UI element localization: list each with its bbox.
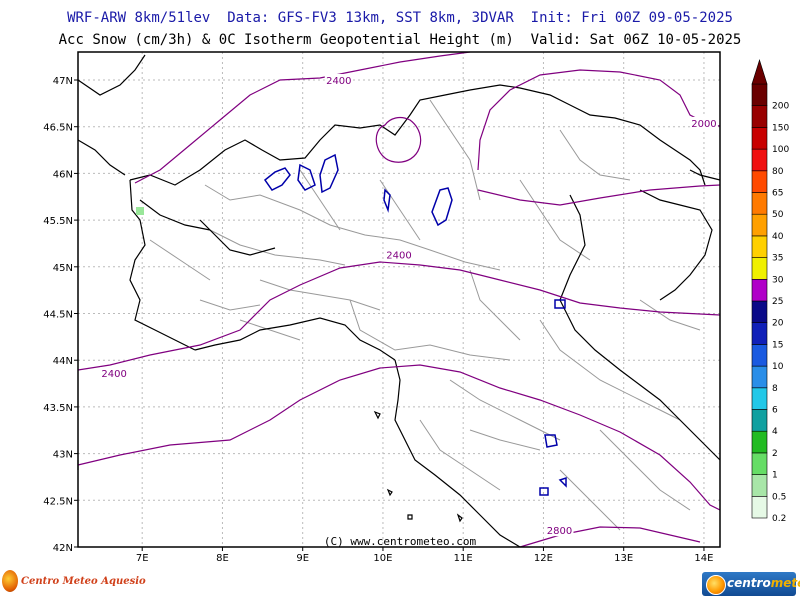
- lat-tick-label: 45N: [53, 263, 73, 274]
- colorbar-label: 15: [772, 340, 783, 350]
- centrometeo-brand: centrometeo: [727, 576, 800, 590]
- colorbar-swatch: [751, 474, 768, 497]
- lat-tick-label: 44.5N: [43, 310, 73, 321]
- colorbar-swatch: [751, 192, 768, 215]
- lon-tick-labels: 7E 8E 9E 10E 11E 12E 13E 14E: [136, 553, 714, 564]
- chart-title-line1: WRF-ARW 8km/51lev Data: GFS-FV3 13km, SS…: [67, 10, 733, 26]
- lat-tick-label: 43.5N: [43, 403, 73, 414]
- colorbar-swatch: [751, 257, 768, 280]
- colorbar-label: 0.5: [772, 492, 786, 502]
- colorbar-label: 25: [772, 297, 783, 307]
- lon-tick-label: 12E: [534, 553, 553, 564]
- isotherm-contours: [77, 51, 721, 548]
- colorbar-label: 4: [772, 427, 778, 437]
- lat-tick-label: 43N: [53, 450, 73, 461]
- colorbar-label: 80: [772, 167, 784, 177]
- colorbar-label: 40: [772, 232, 784, 242]
- contour-label-bg: [545, 524, 574, 537]
- regional-boundaries: [149, 99, 701, 531]
- brand-part-1: centro: [727, 576, 771, 590]
- contour-label-bg: [385, 248, 413, 261]
- lakes: [263, 153, 567, 496]
- colorbar-label: 8: [772, 384, 778, 394]
- colorbar-swatch: [751, 278, 768, 302]
- lat-tick-label: 45.5N: [43, 216, 73, 227]
- colorbar-swatch: [751, 387, 768, 410]
- colorbar-swatch: [751, 430, 768, 454]
- colorbar-label: 150: [772, 123, 789, 133]
- lon-tick-label: 8E: [216, 553, 229, 564]
- colorbar-swatch: [751, 409, 768, 432]
- colorbar-swatch: [751, 300, 768, 324]
- colorbar-swatch: [751, 365, 768, 389]
- colorbar-label: 2: [772, 449, 778, 459]
- lat-tick-label: 42.5N: [43, 496, 73, 507]
- colorbar-swatch: [751, 170, 768, 193]
- contour-label-bg: [324, 73, 353, 86]
- colorbar-swatch: [751, 344, 768, 367]
- colorbar-label: 65: [772, 189, 783, 199]
- colorbar-label: 50: [772, 210, 784, 220]
- lat-tick-label: 42N: [53, 543, 73, 554]
- colorbar-swatch: [751, 495, 768, 519]
- lon-tick-label: 7E: [136, 553, 149, 564]
- contour-label-bg: [689, 116, 718, 129]
- contour-label: 2400: [386, 251, 411, 262]
- colorbar-label: 1: [772, 471, 778, 481]
- colorbar-label: 6: [772, 406, 778, 416]
- contour-label-bg: [100, 367, 129, 380]
- colorbar-swatch: [751, 105, 768, 128]
- lat-tick-label: 46N: [53, 169, 73, 180]
- colorbar-swatch: [751, 322, 768, 345]
- coastlines-borders: [77, 54, 721, 548]
- contour-label: 2800: [547, 526, 572, 537]
- chart-title-line2: Acc Snow (cm/3h) & 0C Isotherm Geopotent…: [58, 32, 742, 48]
- lat-tick-labels: 42N 42.5N 43N 43.5N 44N 44.5N 45N 45.5N 46N 46.5N…: [43, 76, 73, 554]
- lon-tick-label: 10E: [373, 553, 392, 564]
- colorbar-swatch: [751, 213, 768, 237]
- colorbar-swatch: [751, 83, 768, 107]
- lat-tick-label: 46.5N: [43, 123, 73, 134]
- colorbar-legend: 0.2 0.5 1 2 4 6 8 10 15 20 25 30 35 40 50 65 80 100 150 200: [751, 58, 789, 524]
- colorbar-label: 20: [772, 319, 784, 329]
- lon-tick-label: 11E: [454, 553, 473, 564]
- snow-patch: [136, 207, 144, 215]
- copyright-text: (C) www.centrometeo.com: [324, 535, 477, 548]
- colorbar-swatch: [751, 127, 768, 150]
- colorbar-label: 30: [772, 275, 784, 285]
- lon-tick-label: 14E: [694, 553, 713, 564]
- lon-tick-label: 13E: [614, 553, 633, 564]
- colorbar-top-arrow: [751, 58, 768, 85]
- brand-part-2: meteo: [770, 576, 800, 590]
- colorbar-label: 200: [772, 102, 789, 112]
- contour-label: 2400: [101, 369, 126, 380]
- colorbar-label: 10: [772, 362, 784, 372]
- lat-tick-label: 47N: [53, 76, 73, 87]
- colorbar-swatch: [751, 452, 768, 475]
- centrometeo-logo: centrometeo: [702, 572, 800, 596]
- lat-tick-label: 44N: [53, 356, 73, 367]
- centro-meteo-aquesio-logo: Centro Meteo Aquesio: [0, 568, 146, 598]
- aquesio-logo-text: Centro Meteo Aquesio: [21, 576, 146, 587]
- colorbar-label: 0.2: [772, 514, 786, 524]
- aquesio-logo-icon: [2, 570, 18, 592]
- centrometeo-globe-icon: [706, 575, 726, 595]
- graticule: [78, 52, 720, 547]
- map-background: [78, 52, 720, 547]
- contour-label: 2400: [326, 76, 351, 87]
- map-frame: [77, 51, 721, 548]
- contour-label: 2000: [691, 119, 716, 130]
- colorbar-swatch: [751, 148, 768, 172]
- map-plot-area: 2400 2400 2400 2800 2000 7E 8E 9E 10E 11E 12E 13E 1…: [43, 51, 721, 564]
- colorbar-label: 100: [772, 145, 789, 155]
- contour-labels: 2400 2400 2400 2800 2000: [100, 73, 718, 537]
- colorbar-swatch: [751, 235, 768, 258]
- lon-tick-label: 9E: [296, 553, 309, 564]
- colorbar-label: 35: [772, 254, 783, 264]
